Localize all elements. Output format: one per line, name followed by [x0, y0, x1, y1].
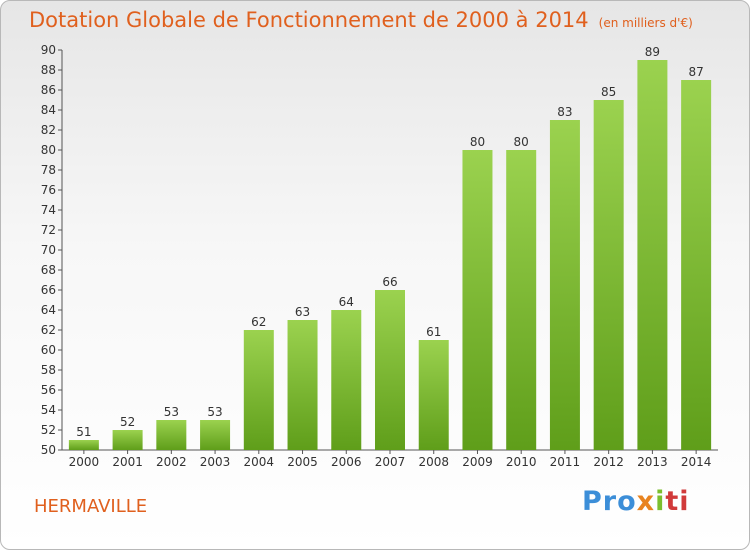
bar	[112, 430, 143, 450]
bar	[200, 420, 231, 450]
y-tick-label: 90	[41, 43, 56, 57]
bar-value-label: 85	[601, 85, 616, 99]
bar-value-label: 63	[295, 305, 310, 319]
y-tick-label: 80	[41, 143, 56, 157]
x-tick-label: 2012	[593, 455, 624, 469]
x-tick-label: 2002	[156, 455, 187, 469]
y-tick-label: 50	[41, 443, 56, 457]
bar	[418, 340, 449, 450]
y-tick-label: 68	[41, 263, 56, 277]
bar	[549, 120, 580, 450]
y-tick-label: 82	[41, 123, 56, 137]
bar-value-label: 52	[120, 415, 135, 429]
y-tick-label: 84	[41, 103, 56, 117]
bar-value-label: 62	[251, 315, 266, 329]
x-tick-label: 2013	[637, 455, 668, 469]
x-tick-label: 2010	[506, 455, 537, 469]
y-tick-label: 60	[41, 343, 56, 357]
bar	[287, 320, 318, 450]
bar-value-label: 51	[76, 425, 91, 439]
bar	[593, 100, 624, 450]
y-tick-label: 78	[41, 163, 56, 177]
value-labels: 51 52 53 53 62 63 64 66 61 80 80 83 85 89 87	[76, 45, 704, 439]
x-tick-label: 2004	[244, 455, 275, 469]
y-tick-label: 64	[41, 303, 56, 317]
x-tick-label: 2005	[287, 455, 318, 469]
bar-value-label: 53	[164, 405, 179, 419]
bar	[243, 330, 274, 450]
y-tick-label: 76	[41, 183, 56, 197]
bar-value-label: 87	[688, 65, 703, 79]
y-tick-label: 74	[41, 203, 56, 217]
y-tick-label: 52	[41, 423, 56, 437]
bar	[68, 440, 99, 450]
bar	[462, 150, 493, 450]
bar-value-label: 61	[426, 325, 441, 339]
x-tick-label: 2001	[112, 455, 143, 469]
town-name: HERMAVILLE	[34, 496, 148, 517]
bar-value-label: 53	[207, 405, 222, 419]
x-tick-label: 2006	[331, 455, 362, 469]
bar-value-label: 80	[470, 135, 485, 149]
bar-value-label: 66	[382, 275, 397, 289]
bar	[681, 80, 712, 450]
x-tick-label: 2009	[462, 455, 493, 469]
proxiti-logo: Proxiti	[582, 486, 690, 517]
bar-value-label: 83	[557, 105, 572, 119]
bar	[506, 150, 537, 450]
y-tick-label: 88	[41, 63, 56, 77]
bar-value-label: 89	[645, 45, 660, 59]
title-text: Dotation Globale de Fonctionnement de 20…	[29, 8, 589, 32]
bar	[156, 420, 187, 450]
y-tick-label: 58	[41, 363, 56, 377]
chart-title: Dotation Globale de Fonctionnement de 20…	[29, 8, 693, 32]
bar-value-label: 64	[339, 295, 354, 309]
y-tick-label: 54	[41, 403, 56, 417]
unit-note: (en milliers d'€)	[598, 16, 693, 30]
y-tick-label: 66	[41, 283, 56, 297]
y-tick-label: 70	[41, 243, 56, 257]
bars	[68, 60, 712, 450]
y-tick-label: 62	[41, 323, 56, 337]
y-tick-label: 86	[41, 83, 56, 97]
x-tick-label: 2007	[375, 455, 406, 469]
y-tick-label: 56	[41, 383, 56, 397]
y-tick-label: 72	[41, 223, 56, 237]
x-tick-label: 2000	[69, 455, 100, 469]
bar	[637, 60, 668, 450]
bar	[331, 310, 362, 450]
x-tick-label: 2014	[681, 455, 712, 469]
bar	[375, 290, 405, 450]
x-tick-label: 2008	[418, 455, 449, 469]
bar-value-label: 80	[514, 135, 529, 149]
x-tick-label: 2011	[550, 455, 581, 469]
x-tick-label: 2003	[200, 455, 231, 469]
